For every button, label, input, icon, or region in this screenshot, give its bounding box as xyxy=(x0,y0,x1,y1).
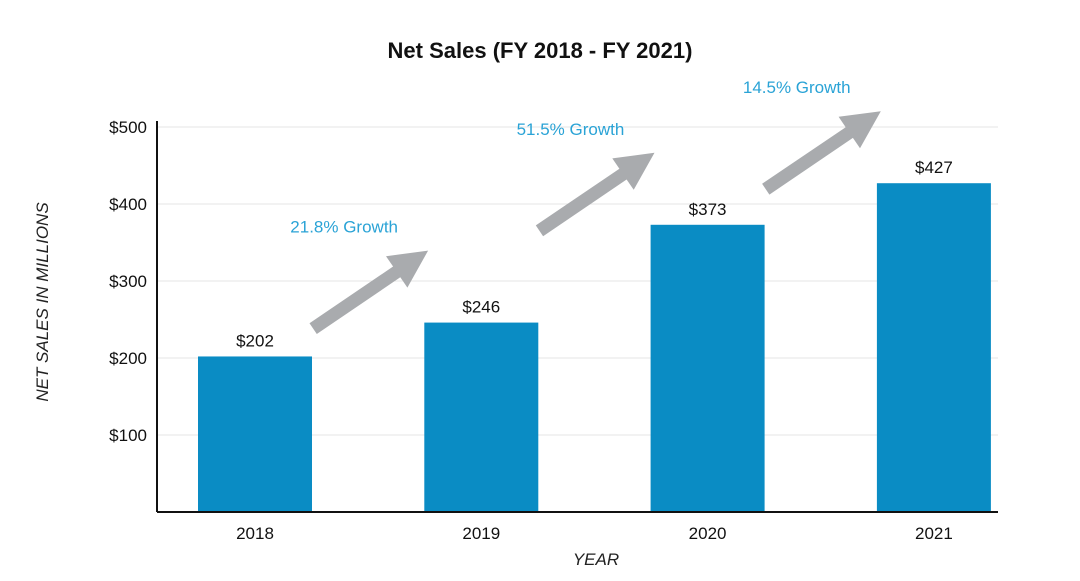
x-tick-label-2020: 2020 xyxy=(689,524,727,543)
x-axis-label: YEAR xyxy=(573,550,619,569)
value-label-2020: $373 xyxy=(689,200,727,219)
value-label-2021: $427 xyxy=(915,158,953,177)
y-tick-label: $400 xyxy=(109,195,147,214)
growth-annotation: 21.8% Growth xyxy=(290,218,398,237)
x-tick-label-2019: 2019 xyxy=(462,524,500,543)
growth-arrow xyxy=(762,111,881,195)
bars xyxy=(198,183,991,513)
axes: $100 $200 $300 $400 $500 2018 2019 2020 2021 xyxy=(109,118,998,543)
data-labels: $202 $246 $373 $427 21.8% Growth 51.5% Growth… xyxy=(236,78,953,350)
bar-2019 xyxy=(424,322,539,512)
value-label-2018: $202 xyxy=(236,331,274,350)
growth-annotation: 51.5% Growth xyxy=(517,120,625,139)
y-tick-label: $100 xyxy=(109,426,147,445)
bar-2020 xyxy=(650,224,765,513)
y-tick-label: $300 xyxy=(109,272,147,291)
growth-annotation: 14.5% Growth xyxy=(743,78,851,97)
growth-arrows xyxy=(309,111,881,334)
y-tick-label: $500 xyxy=(109,118,147,137)
bar-2018 xyxy=(198,356,312,512)
y-tick-label: $200 xyxy=(109,349,147,368)
x-tick-label-2021: 2021 xyxy=(915,524,953,543)
value-label-2019: $246 xyxy=(462,298,500,317)
chart-title: Net Sales (FY 2018 - FY 2021) xyxy=(388,38,693,63)
growth-arrow xyxy=(309,250,429,334)
growth-arrow xyxy=(535,152,655,237)
y-axis-label: NET SALES IN MILLIONS xyxy=(33,202,52,402)
bar-2021 xyxy=(876,183,991,512)
x-tick-label-2018: 2018 xyxy=(236,524,274,543)
